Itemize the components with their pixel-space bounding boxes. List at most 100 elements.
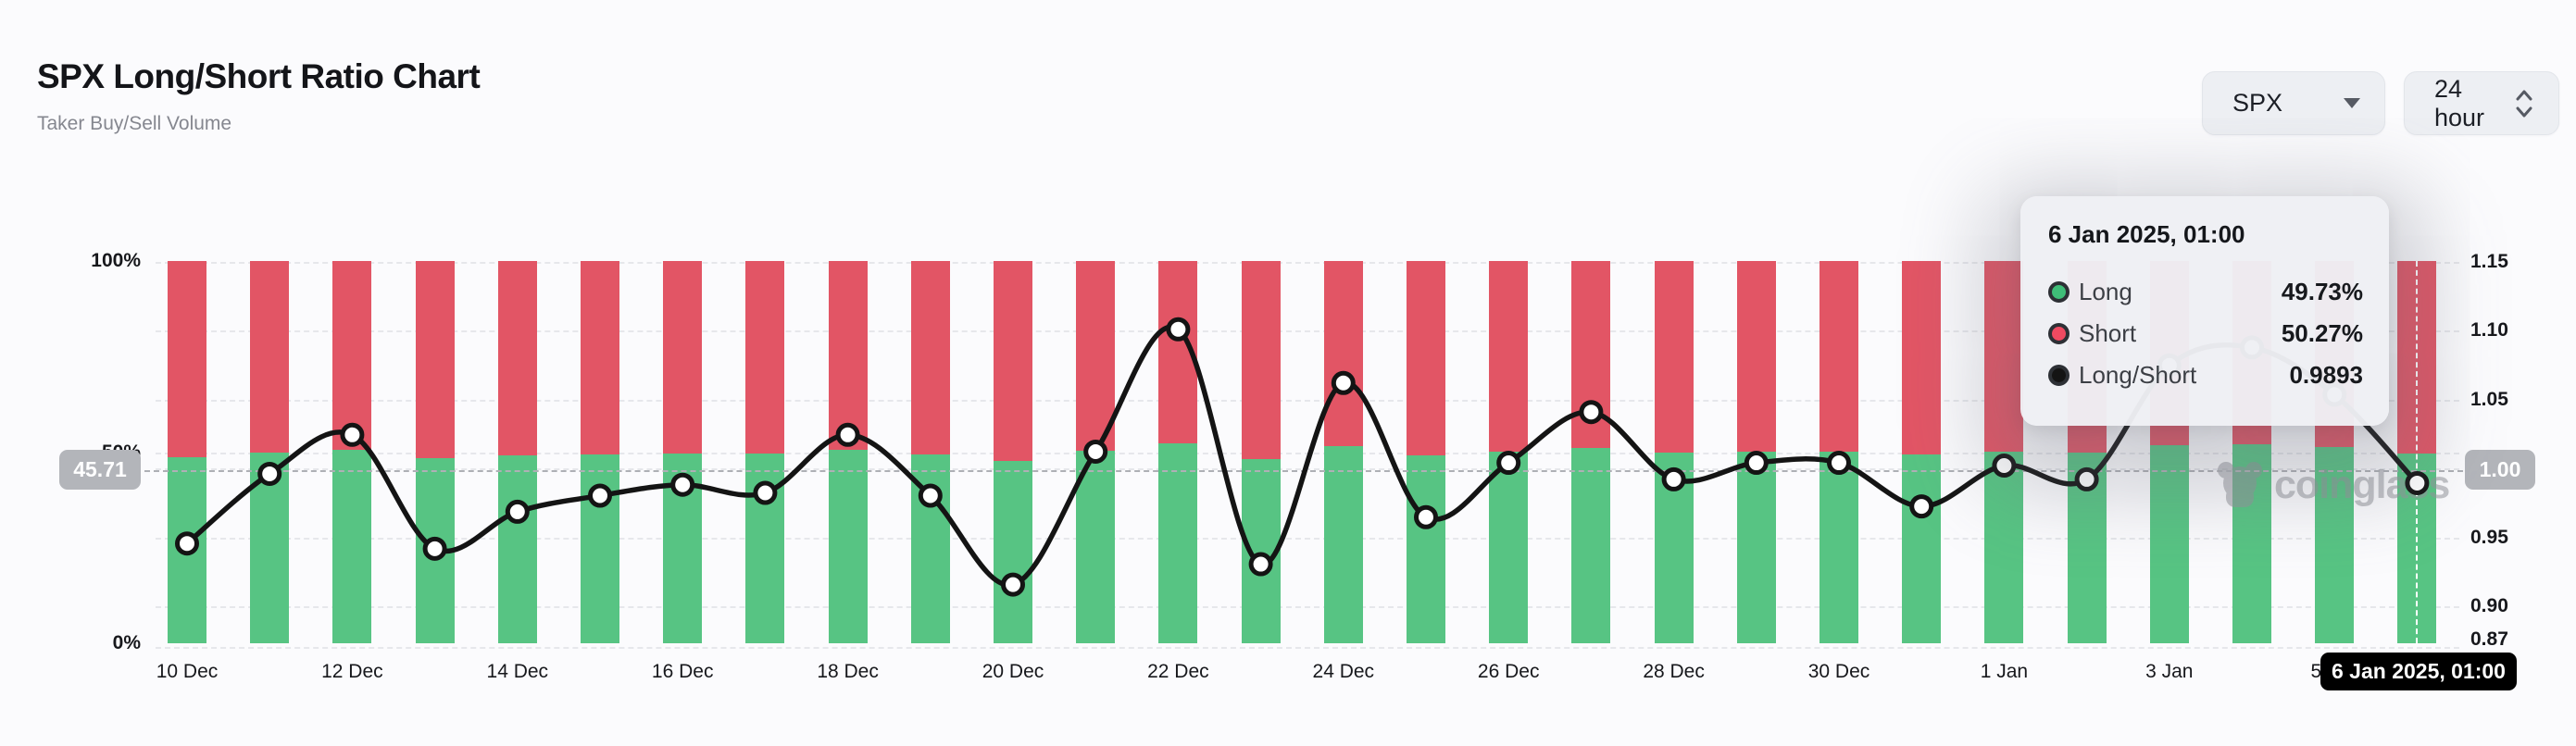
x-axis-label: 12 Dec — [321, 661, 383, 682]
bar-short-segment[interactable] — [1407, 261, 1445, 456]
tooltip-row: Long 49.73% — [2048, 271, 2363, 313]
gridline — [156, 452, 2459, 454]
ratio-dot — [1414, 504, 1438, 529]
bar-long-segment[interactable] — [828, 450, 868, 643]
bar-short-segment[interactable] — [1902, 261, 1942, 455]
ratio-dot — [1083, 439, 1108, 464]
x-axis-label: 20 Dec — [982, 661, 1044, 682]
x-axis-label: 16 Dec — [651, 661, 714, 682]
bar-short-segment[interactable] — [663, 261, 703, 454]
x-axis-label: 10 Dec — [156, 661, 219, 682]
bar-long-segment[interactable] — [2315, 447, 2355, 643]
interval-select-value: 24 hour — [2434, 74, 2485, 131]
bar-short-segment[interactable] — [250, 261, 290, 453]
interval-select[interactable]: 24 hour — [2404, 71, 2559, 135]
bar-short-segment[interactable] — [828, 261, 868, 451]
x-axis-label: 1 Jan — [1980, 661, 2029, 682]
gridline — [156, 399, 2459, 402]
ratio-dot — [1166, 317, 1191, 342]
left-axis-tick-label: 100% — [91, 250, 141, 271]
ratio-dot — [1496, 451, 1521, 476]
bar-short-segment[interactable] — [1654, 261, 1694, 454]
ratio-dot — [2405, 470, 2430, 495]
ratio-dot — [2074, 466, 2099, 491]
bar-long-segment[interactable] — [1571, 448, 1611, 643]
bar-short-segment[interactable] — [910, 261, 950, 454]
gridline — [156, 537, 2459, 540]
ratio-dot — [422, 536, 447, 561]
tooltip-title: 6 Jan 2025, 01:00 — [2048, 220, 2245, 248]
right-axis-tick-label: 1.15 — [2470, 250, 2508, 272]
bar-short-segment[interactable] — [581, 261, 619, 454]
symbol-select[interactable]: SPX — [2202, 71, 2385, 135]
ratio-dot — [753, 480, 778, 505]
bar-short-segment[interactable] — [1323, 261, 1363, 447]
x-axis-label: 18 Dec — [817, 661, 879, 682]
chevron-down-icon — [2344, 98, 2360, 108]
bar-long-segment[interactable] — [1489, 452, 1529, 643]
bar-short-segment[interactable] — [994, 261, 1032, 461]
bar-short-segment[interactable] — [168, 261, 206, 458]
bar-long-segment[interactable] — [1984, 452, 2024, 643]
ratio-dot — [835, 422, 860, 447]
right-axis-tick-label: 0.90 — [2470, 595, 2508, 616]
bar-long-segment[interactable] — [1158, 442, 1198, 643]
legend-dot-icon — [2048, 323, 2070, 344]
bar-short-segment[interactable] — [1736, 261, 1776, 453]
crosshair-right-value-badge: 1.00 — [2465, 450, 2535, 490]
ratio-dot — [1331, 370, 1356, 395]
x-axis-label: 30 Dec — [1807, 661, 1870, 682]
x-axis-label: 3 Jan — [2145, 661, 2194, 682]
ratio-dot — [1001, 572, 1025, 597]
bar-long-segment[interactable] — [1819, 452, 1858, 643]
bar-long-segment[interactable] — [1902, 454, 1942, 643]
tooltip-row: Long/Short 0.9893 — [2048, 354, 2363, 396]
bar-long-segment[interactable] — [1323, 446, 1363, 643]
bar-short-segment[interactable] — [497, 261, 537, 455]
ratio-dot — [175, 531, 199, 556]
bar-short-segment[interactable] — [1241, 261, 1281, 459]
bar-short-segment[interactable] — [1984, 261, 2024, 453]
page-title: SPX Long/Short Ratio Chart — [37, 57, 481, 95]
bar-long-segment[interactable] — [994, 460, 1032, 643]
right-axis-tick-label: 1.10 — [2470, 319, 2508, 341]
right-axis-tick-label: 1.05 — [2470, 388, 2508, 410]
bar-short-segment[interactable] — [1076, 261, 1116, 452]
bar-short-segment[interactable] — [745, 261, 785, 454]
bar-short-segment[interactable] — [1489, 261, 1529, 453]
bar-short-segment[interactable] — [1819, 261, 1858, 453]
gridline — [156, 647, 2459, 649]
ratio-dot — [1909, 494, 1934, 519]
bar-long-segment[interactable] — [497, 454, 537, 643]
x-axis-label: 26 Dec — [1477, 661, 1540, 682]
bar-short-segment[interactable] — [332, 261, 372, 451]
crosshair-vertical-line — [2416, 261, 2418, 643]
x-axis-label: 14 Dec — [486, 661, 549, 682]
bar-long-segment[interactable] — [332, 450, 372, 643]
ratio-dot — [588, 483, 612, 508]
x-axis-label: 24 Dec — [1312, 661, 1375, 682]
legend-dot-icon — [2048, 365, 2070, 386]
bar-long-segment[interactable] — [2149, 445, 2189, 643]
ratio-dot — [505, 499, 530, 524]
ratio-dot — [1248, 552, 1273, 577]
bar-long-segment[interactable] — [1736, 452, 1776, 643]
tooltip-row-value: 0.9893 — [2289, 361, 2363, 389]
ratio-dot — [670, 472, 695, 497]
bar-short-segment[interactable] — [415, 261, 455, 458]
tooltip-row-value: 50.27% — [2281, 319, 2363, 347]
left-axis-tick-label: 0% — [112, 632, 141, 653]
tooltip-row-label: Long — [2079, 278, 2132, 305]
bar-long-segment[interactable] — [1076, 451, 1116, 643]
tooltip-row: Short 50.27% — [2048, 313, 2363, 354]
ratio-dot — [1992, 454, 2017, 479]
tooltip-row-label: Long/Short — [2079, 361, 2197, 389]
bar-long-segment[interactable] — [1407, 455, 1445, 643]
hover-tooltip: 6 Jan 2025, 01:00 Long 49.73% Short 50.27% L… — [2020, 196, 2389, 426]
tooltip-row-value: 49.73% — [2281, 278, 2363, 305]
gridline — [156, 261, 2459, 264]
ratio-dot — [1744, 451, 1769, 476]
x-axis-label: 22 Dec — [1147, 661, 1209, 682]
x-axis-label: 28 Dec — [1643, 661, 1705, 682]
